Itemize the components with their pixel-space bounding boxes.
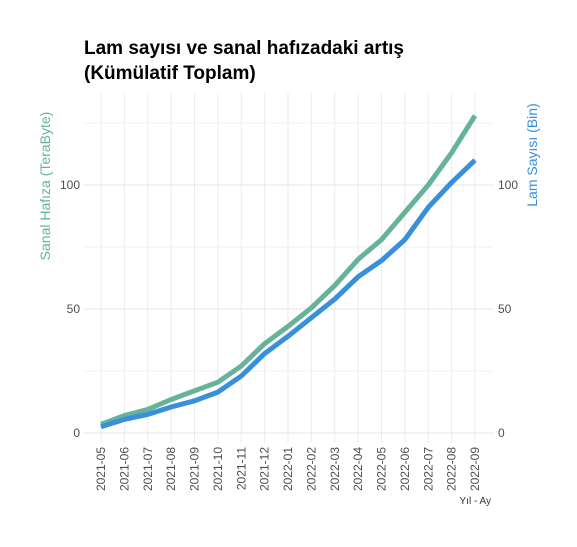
x-tick-label: 2022-01 <box>281 447 295 491</box>
right-axis-ticks: 0 50 100 <box>498 178 518 440</box>
x-tick-label: 2022-02 <box>304 447 318 491</box>
x-tick-label: 2022-06 <box>398 447 412 491</box>
x-tick-label: 2022-08 <box>445 447 459 491</box>
major-gridlines <box>84 93 493 443</box>
x-tick-label: 2022-09 <box>468 447 482 491</box>
chart-title-line-1: Lam sayısı ve sanal hafızadaki artış <box>84 38 405 59</box>
x-tick-label: 2021-12 <box>258 447 272 491</box>
x-tick-label: 2021-09 <box>188 447 202 491</box>
series-line-sanal-hafiza <box>100 114 478 427</box>
x-tick-label: 2021-10 <box>211 447 225 491</box>
x-tick-label: 2021-07 <box>141 447 155 491</box>
x-tick-label: 2021-06 <box>117 447 131 491</box>
x-tick-label: 2021-11 <box>234 447 248 490</box>
series-line-lam-sayisi <box>100 158 477 430</box>
chart-title: Lam sayısı ve sanal hafızadaki artış (Kü… <box>84 36 404 86</box>
x-axis-label: Yıl - Ay <box>460 496 492 507</box>
x-tick-label: 2022-07 <box>421 447 435 491</box>
right-tick-label: 50 <box>498 302 512 316</box>
right-axis-label: Lam Sayısı (Bin) <box>524 103 540 206</box>
x-tick-label: 2021-05 <box>94 447 108 491</box>
right-tick-label: 0 <box>498 426 505 440</box>
left-tick-label: 0 <box>73 426 80 440</box>
x-tick-label: 2022-05 <box>375 447 389 491</box>
x-axis-ticks: 2021-05 2021-06 2021-07 2021-08 2021-09 2021-… <box>94 447 482 491</box>
left-tick-label: 50 <box>67 302 81 316</box>
left-axis-label: Sanal Hafıza (TeraByte) <box>37 112 53 261</box>
chart-title-line-2: (Kümülatif Toplam) <box>84 63 256 84</box>
left-axis-ticks: 0 50 100 <box>60 178 80 440</box>
right-tick-label: 100 <box>498 178 518 192</box>
left-tick-label: 100 <box>60 178 80 192</box>
series-layer <box>100 114 478 430</box>
x-tick-label: 2022-04 <box>351 447 365 491</box>
x-tick-label: 2022-03 <box>328 447 342 491</box>
x-tick-label: 2021-08 <box>164 447 178 491</box>
